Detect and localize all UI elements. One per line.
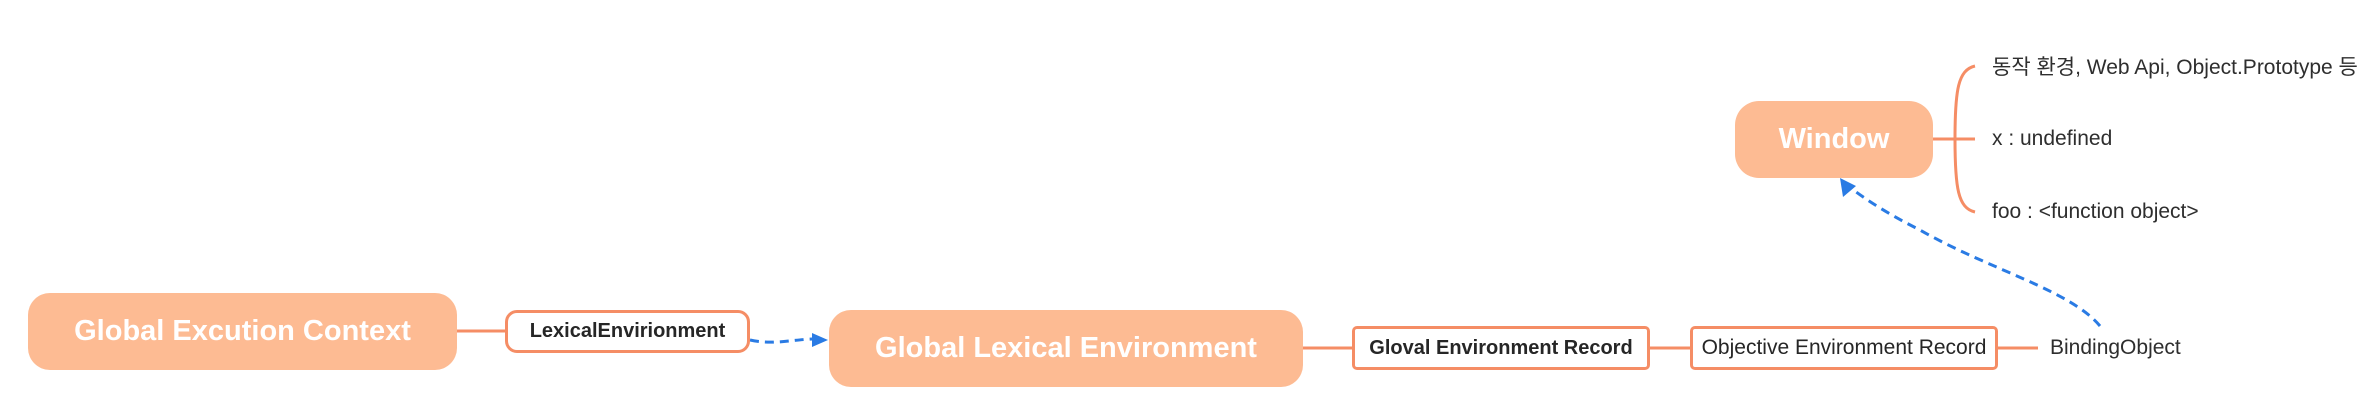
global-execution-context-node[interactable]: Global Excution Context <box>28 293 457 370</box>
global-environment-record-node[interactable]: Gloval Environment Record <box>1352 326 1650 370</box>
arrowhead-gle <box>812 333 828 347</box>
binding-object-node[interactable]: BindingObject <box>2050 332 2181 364</box>
global-environment-record-label: Gloval Environment Record <box>1369 336 1633 359</box>
window-label: Window <box>1778 123 1890 155</box>
window-child-environment-label: 동작 환경, Web Api, Object.Prototype 등 <box>1992 56 2358 79</box>
window-child-foo-label: foo : <function object> <box>1992 200 2199 223</box>
window-node[interactable]: Window <box>1735 101 1933 178</box>
window-child-x-label: x : undefined <box>1992 127 2113 150</box>
arrowhead-window <box>1840 178 1856 197</box>
lexical-environment-link-label: LexicalEnvirionment <box>529 320 726 342</box>
objective-environment-record-label: Objective Environment Record <box>1701 336 1987 359</box>
window-child-environment[interactable]: 동작 환경, Web Api, Object.Prototype 등 <box>1992 50 2358 82</box>
dashed-arrow-binding-to-window <box>1847 184 2102 327</box>
global-execution-context-label: Global Excution Context <box>74 315 411 347</box>
binding-object-label: BindingObject <box>2050 336 2181 359</box>
lexical-environment-link-node[interactable]: LexicalEnvirionment <box>505 310 750 353</box>
window-child-foo[interactable]: foo : <function object> <box>1992 196 2199 228</box>
objective-environment-record-node[interactable]: Objective Environment Record <box>1690 326 1998 370</box>
window-child-x[interactable]: x : undefined <box>1992 123 2112 155</box>
global-lexical-environment-label: Global Lexical Environment <box>875 332 1257 364</box>
dashed-arrow-lexical-to-gle <box>749 337 813 344</box>
global-lexical-environment-node[interactable]: Global Lexical Environment <box>829 310 1303 387</box>
